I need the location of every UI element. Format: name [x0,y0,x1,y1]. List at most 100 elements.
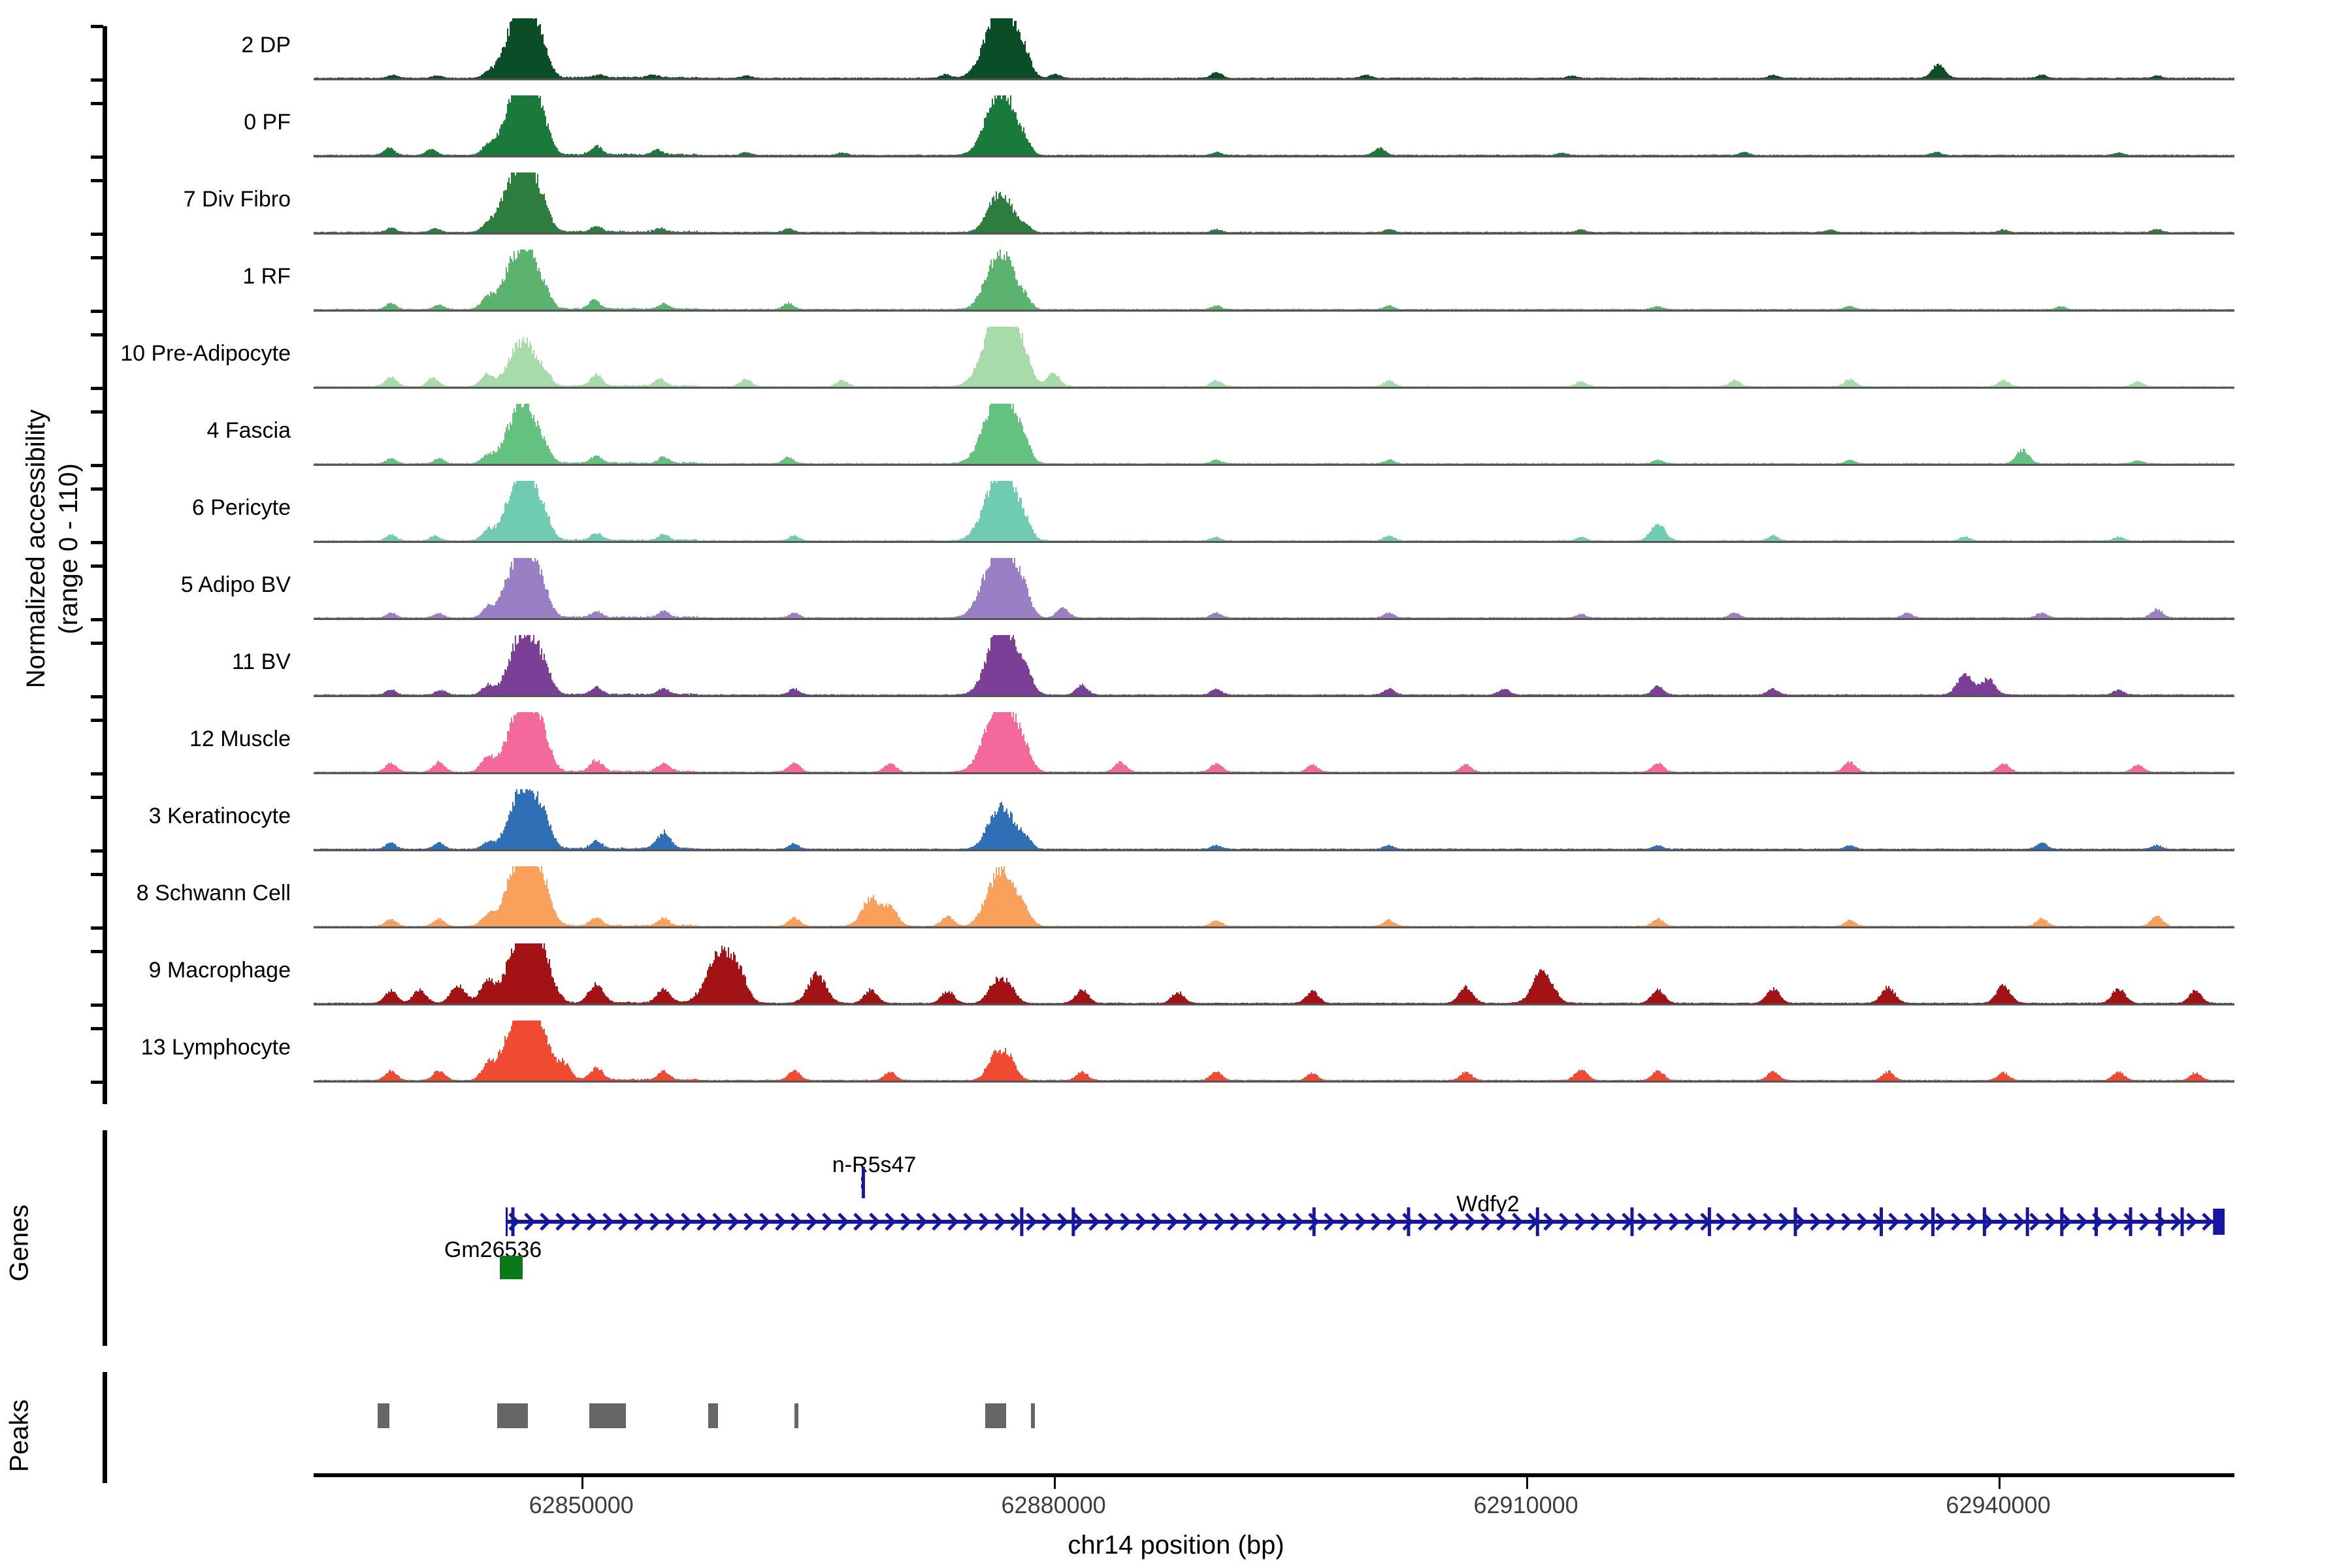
track-signal-area [314,943,2234,1004]
track-signal-area [314,95,2234,155]
track-baseline [314,310,2234,312]
gene-label-gm26536: Gm26536 [444,1237,542,1262]
track-label-2-dp: 2 DP [241,33,291,57]
x-axis-tick-label: 62940000 [1946,1492,2051,1518]
y-axis-tick [91,25,103,28]
y-axis-title: Normalized accessibility (range 0 - 110) [20,222,85,875]
peak-block[interactable] [794,1403,799,1428]
coverage-panel: Normalized accessibility (range 0 - 110)… [20,18,2234,1104]
y-axis-tick [91,333,103,336]
y-axis-tick [91,487,103,491]
y-axis-tick [91,796,103,799]
peak-block[interactable] [708,1403,718,1428]
track-baseline [314,772,2234,774]
track-label-3-keratinocyte: 3 Keratinocyte [148,804,291,828]
y-axis-tick [91,410,103,414]
track-label-13-lymphocyte: 13 Lymphocyte [140,1035,291,1060]
peak-block[interactable] [985,1403,1006,1428]
x-axis-tick-label: 62850000 [529,1492,634,1518]
x-axis-title: chr14 position (bp) [1068,1531,1284,1560]
peak-block[interactable] [589,1403,626,1428]
track-signal-area [314,481,2234,541]
y-axis-tick [91,256,103,259]
coverage-y-axis-line [103,26,107,1104]
track-label-7-div-fibro: 7 Div Fibro [183,187,291,212]
y-axis-tick [91,155,103,159]
gene-models-container: n-R5s47 Wdfy2 Gm26536 [314,1104,2234,1385]
genes-panel-title: Genes [5,1204,34,1282]
track-label-11-bv: 11 BV [231,649,291,674]
track-baseline [314,233,2234,235]
y-axis-tick [91,564,103,568]
gene-model-wdfy2[interactable] [504,1205,2227,1239]
y-axis-tick [91,464,103,467]
track-signal-area [314,789,2234,849]
track-label-4-fascia: 4 Fascia [206,418,291,443]
y-axis-tick [91,310,103,313]
track-label-12-muscle: 12 Muscle [189,727,291,751]
track-baseline [314,695,2234,697]
gene-label-n-r5s47: n-R5s47 [832,1152,917,1177]
track-baseline [314,1081,2234,1083]
y-axis-title-line2: (range 0 - 110) [54,463,83,634]
track-baseline [314,387,2234,389]
track-label-10-pre-adipocyte: 10 Pre-Adipocyte [120,341,291,366]
y-axis-tick [91,849,103,853]
gene-label-wdfy2: Wdfy2 [1456,1192,1520,1217]
track-baseline [314,849,2234,851]
track-label-0-pf: 0 PF [244,110,291,135]
track-label-6-pericyte: 6 Pericyte [191,495,291,520]
track-signal-area [314,635,2234,695]
track-signal-area [314,1021,2234,1081]
genes-axis-line [103,1130,107,1346]
y-axis-tick [91,1081,103,1084]
x-axis-line [314,1473,2234,1477]
track-signal-area [314,404,2234,464]
y-axis-tick [91,387,103,390]
track-signal-area [314,712,2234,772]
y-axis-tick [91,179,103,182]
track-label-9-macrophage: 9 Macrophage [148,958,291,983]
track-label-5-adipo-bv: 5 Adipo BV [180,572,291,597]
track-signal-area [314,250,2234,310]
x-axis: 62850000 62880000 62910000 62940000 chr14 p… [0,1473,2352,1568]
y-axis-tick [91,102,103,105]
y-axis-tick [91,873,103,876]
y-axis-tick [91,926,103,930]
track-baseline [314,618,2234,620]
y-axis-tick [91,719,103,722]
track-baseline [314,78,2234,80]
gene-model-n-r5s47[interactable] [856,1166,870,1200]
y-axis-title-line1: Normalized accessibility [22,409,50,689]
y-axis-tick [91,78,103,82]
x-axis-tick [1053,1477,1056,1489]
x-axis-tick-label: 62910000 [1473,1492,1578,1518]
track-signal-area [314,18,2234,78]
gene-model-gm26536[interactable] [500,1250,524,1284]
y-axis-tick [91,233,103,236]
peak-block[interactable] [1031,1403,1035,1428]
y-axis-tick [91,618,103,621]
peak-blocks-container [314,1365,2234,1490]
track-label-1-rf: 1 RF [242,264,291,289]
track-label-8-schwann-cell: 8 Schwann Cell [136,881,291,906]
y-axis-tick [91,1004,103,1007]
track-baseline [314,464,2234,466]
peaks-axis-line [103,1372,107,1483]
track-signal-area [314,327,2234,387]
x-axis-tick [1998,1477,2001,1489]
track-signal-area [314,866,2234,926]
track-baseline [314,926,2234,928]
track-baseline [314,1004,2234,1005]
track-baseline [314,155,2234,157]
track-signal-area [314,558,2234,618]
peak-block[interactable] [378,1403,390,1428]
y-axis-tick [91,1027,103,1030]
track-signal-area [314,172,2234,233]
y-axis-tick [91,772,103,776]
peak-block[interactable] [497,1403,528,1428]
genes-panel: Genes n-R5s47 Wdfy2 Gm26536 [0,1104,2352,1385]
x-axis-tick-label: 62880000 [1001,1492,1106,1518]
y-axis-tick [91,695,103,698]
